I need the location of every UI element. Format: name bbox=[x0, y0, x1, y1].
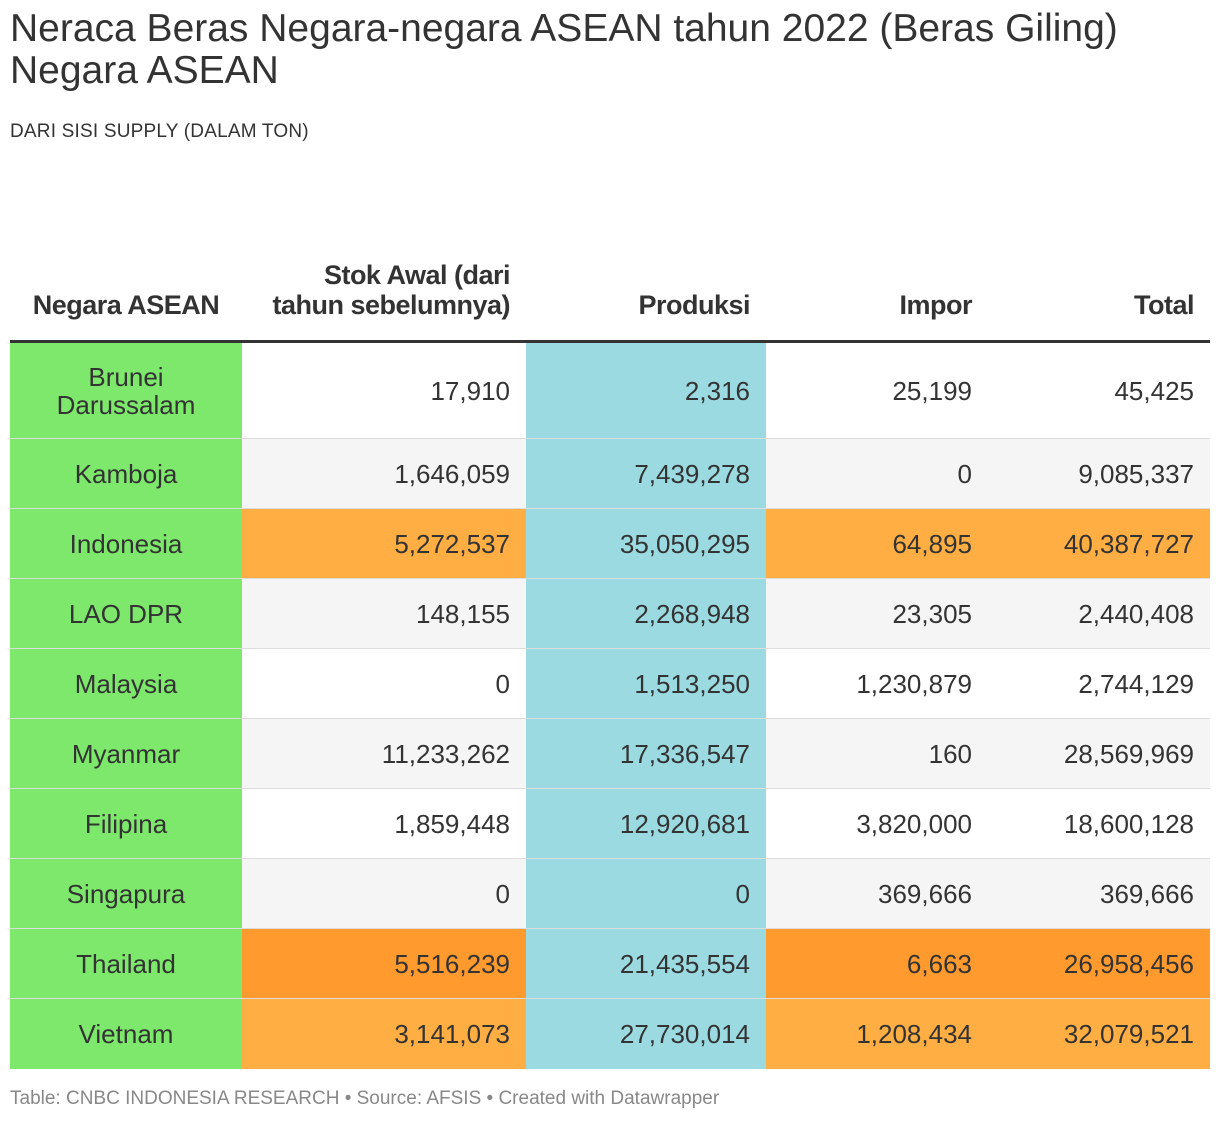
cell-country: Singapura bbox=[10, 858, 242, 929]
cell-impor: 1,208,434 bbox=[766, 998, 988, 1069]
cell-stok-awal: 3,141,073 bbox=[242, 998, 526, 1069]
cell-produksi: 1,513,250 bbox=[526, 648, 766, 719]
table-row: Vietnam 3,141,073 27,730,014 1,208,434 32,07… bbox=[10, 998, 1210, 1069]
table-body: Brunei Darussalam 17,910 2,316 25,199 45,425… bbox=[10, 341, 1210, 1069]
cell-total: 2,440,408 bbox=[988, 578, 1210, 649]
cell-impor: 6,663 bbox=[766, 928, 988, 999]
cell-stok-awal: 1,646,059 bbox=[242, 438, 526, 509]
cell-produksi: 27,730,014 bbox=[526, 998, 766, 1069]
cell-total: 26,958,456 bbox=[988, 928, 1210, 999]
header-country[interactable]: Negara ASEAN bbox=[10, 190, 242, 343]
cell-produksi: 0 bbox=[526, 858, 766, 929]
cell-country: Kamboja bbox=[10, 438, 242, 509]
chart-title: Neraca Beras Negara-negara ASEAN tahun 2… bbox=[10, 7, 1118, 92]
cell-country: Vietnam bbox=[10, 998, 242, 1069]
cell-impor: 160 bbox=[766, 718, 988, 789]
cell-produksi: 2,268,948 bbox=[526, 578, 766, 649]
chart-footer: Table: CNBC INDONESIA RESEARCH • Source:… bbox=[10, 1088, 720, 1109]
header-row: Negara ASEAN Stok Awal (dari tahun sebel… bbox=[10, 190, 1210, 343]
chart-subtitle: DARI SISI SUPPLY (DALAM TON) bbox=[10, 121, 309, 142]
cell-impor: 64,895 bbox=[766, 508, 988, 579]
cell-total: 40,387,727 bbox=[988, 508, 1210, 579]
cell-produksi: 17,336,547 bbox=[526, 718, 766, 789]
cell-impor: 1,230,879 bbox=[766, 648, 988, 719]
cell-produksi: 35,050,295 bbox=[526, 508, 766, 579]
cell-stok-awal: 1,859,448 bbox=[242, 788, 526, 859]
table-row: Malaysia 0 1,513,250 1,230,879 2,744,129 bbox=[10, 648, 1210, 719]
header-impor[interactable]: Impor bbox=[766, 190, 988, 343]
cell-total: 9,085,337 bbox=[988, 438, 1210, 509]
cell-stok-awal: 5,272,537 bbox=[242, 508, 526, 579]
cell-impor: 25,199 bbox=[766, 341, 988, 439]
cell-total: 18,600,128 bbox=[988, 788, 1210, 859]
cell-produksi: 7,439,278 bbox=[526, 438, 766, 509]
cell-produksi: 2,316 bbox=[526, 341, 766, 439]
cell-stok-awal: 11,233,262 bbox=[242, 718, 526, 789]
cell-country: Filipina bbox=[10, 788, 242, 859]
header-stok-awal[interactable]: Stok Awal (dari tahun sebelumnya) bbox=[242, 190, 526, 343]
cell-produksi: 21,435,554 bbox=[526, 928, 766, 999]
header-total[interactable]: Total bbox=[988, 190, 1210, 343]
cell-impor: 3,820,000 bbox=[766, 788, 988, 859]
cell-country: Thailand bbox=[10, 928, 242, 999]
table-row: Thailand 5,516,239 21,435,554 6,663 26,958,4… bbox=[10, 928, 1210, 999]
cell-stok-awal: 5,516,239 bbox=[242, 928, 526, 999]
cell-country: Indonesia bbox=[10, 508, 242, 579]
cell-total: 28,569,969 bbox=[988, 718, 1210, 789]
cell-impor: 0 bbox=[766, 438, 988, 509]
table-row: Kamboja 1,646,059 7,439,278 0 9,085,337 bbox=[10, 438, 1210, 509]
header-produksi[interactable]: Produksi bbox=[526, 190, 766, 343]
cell-impor: 23,305 bbox=[766, 578, 988, 649]
cell-impor: 369,666 bbox=[766, 858, 988, 929]
table-row: Brunei Darussalam 17,910 2,316 25,199 45,425 bbox=[10, 341, 1210, 439]
table-row: Indonesia 5,272,537 35,050,295 64,895 40,387… bbox=[10, 508, 1210, 579]
table-header: Negara ASEAN Stok Awal (dari tahun sebel… bbox=[10, 190, 1210, 343]
cell-total: 45,425 bbox=[988, 341, 1210, 439]
cell-total: 369,666 bbox=[988, 858, 1210, 929]
data-table: Negara ASEAN Stok Awal (dari tahun sebel… bbox=[10, 190, 1210, 1069]
cell-country: LAO DPR bbox=[10, 578, 242, 649]
cell-produksi: 12,920,681 bbox=[526, 788, 766, 859]
table-row: Filipina 1,859,448 12,920,681 3,820,000 18,6… bbox=[10, 788, 1210, 859]
cell-country: Myanmar bbox=[10, 718, 242, 789]
cell-country: Brunei Darussalam bbox=[10, 341, 242, 439]
cell-total: 32,079,521 bbox=[988, 998, 1210, 1069]
cell-stok-awal: 148,155 bbox=[242, 578, 526, 649]
table-row: Singapura 0 0 369,666 369,666 bbox=[10, 858, 1210, 929]
cell-country: Malaysia bbox=[10, 648, 242, 719]
cell-stok-awal: 0 bbox=[242, 648, 526, 719]
table-row: LAO DPR 148,155 2,268,948 23,305 2,440,408 bbox=[10, 578, 1210, 649]
table-row: Myanmar 11,233,262 17,336,547 160 28,569,969 bbox=[10, 718, 1210, 789]
cell-stok-awal: 17,910 bbox=[242, 341, 526, 439]
cell-total: 2,744,129 bbox=[988, 648, 1210, 719]
cell-stok-awal: 0 bbox=[242, 858, 526, 929]
